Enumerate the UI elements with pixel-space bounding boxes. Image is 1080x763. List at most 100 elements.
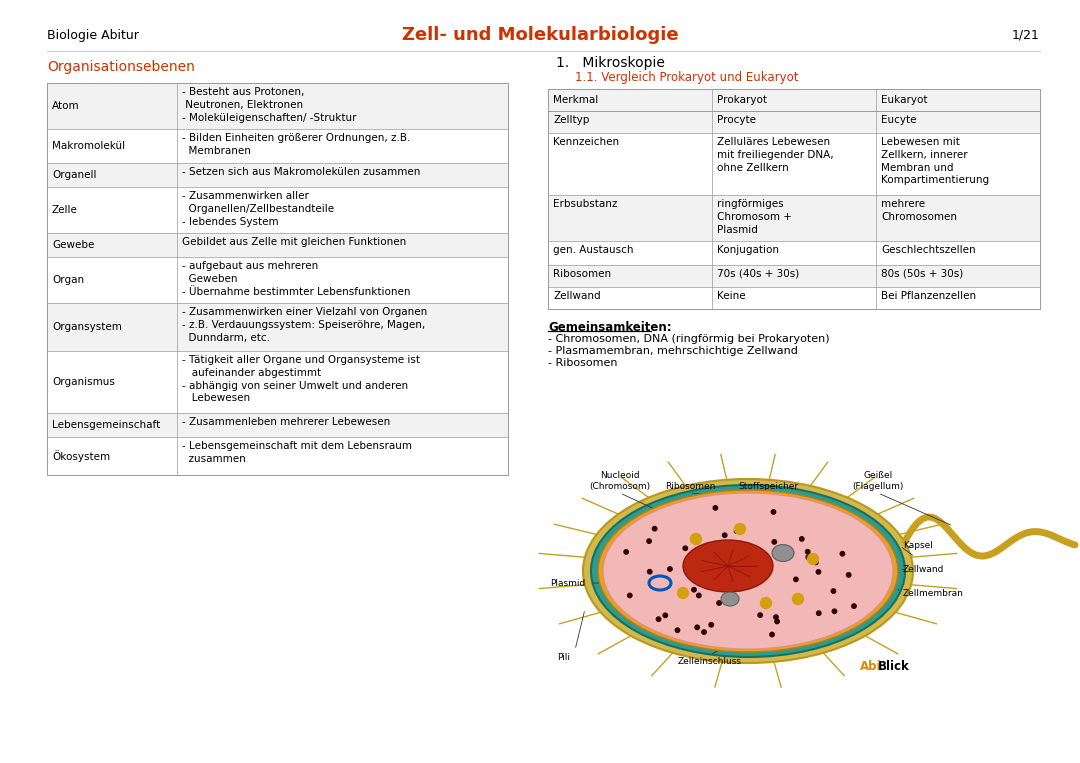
Text: Geißel
(Flagellum): Geißel (Flagellum) [852, 471, 904, 491]
Circle shape [771, 510, 775, 514]
Circle shape [734, 529, 739, 533]
Circle shape [657, 617, 661, 621]
Ellipse shape [772, 545, 794, 562]
Text: Zelltyp: Zelltyp [553, 115, 590, 125]
Text: Lebensgemeinschaft: Lebensgemeinschaft [52, 420, 160, 430]
Circle shape [806, 549, 810, 554]
Text: - Zusammenleben mehrerer Lebewesen: - Zusammenleben mehrerer Lebewesen [183, 417, 390, 427]
Text: Biologie Abitur: Biologie Abitur [48, 28, 139, 41]
Circle shape [708, 623, 714, 627]
Bar [48, 83, 508, 475]
Text: Blick: Blick [878, 661, 909, 674]
Bar [548, 89, 1040, 309]
Circle shape [624, 549, 629, 554]
Circle shape [799, 536, 804, 541]
Circle shape [816, 611, 821, 616]
Circle shape [813, 560, 818, 565]
Circle shape [770, 633, 774, 636]
Text: Makromolekül: Makromolekül [52, 141, 125, 151]
Circle shape [808, 553, 819, 565]
Bar [48, 303, 508, 351]
Circle shape [794, 577, 798, 581]
Circle shape [690, 533, 702, 545]
Text: Prokaryot: Prokaryot [717, 95, 767, 105]
Circle shape [697, 594, 701, 597]
Text: Bei Pflanzenzellen: Bei Pflanzenzellen [881, 291, 976, 301]
Ellipse shape [598, 490, 897, 652]
Circle shape [793, 594, 804, 604]
Circle shape [840, 552, 845, 556]
Text: Gewebe: Gewebe [52, 240, 94, 250]
Circle shape [647, 539, 651, 543]
Ellipse shape [603, 493, 893, 649]
Circle shape [773, 615, 779, 620]
Circle shape [760, 597, 771, 609]
Text: - Zusammenwirken aller
  Organellen/Zellbestandteile
- lebendes System: - Zusammenwirken aller Organellen/Zellbe… [183, 191, 334, 227]
Circle shape [852, 604, 856, 608]
Text: 70s (40s + 30s): 70s (40s + 30s) [717, 269, 799, 279]
Bar [48, 233, 508, 257]
Circle shape [734, 523, 745, 535]
Text: Geschlechtszellen: Geschlechtszellen [881, 245, 975, 255]
Text: Kapsel: Kapsel [903, 542, 933, 550]
Bar [548, 265, 1040, 287]
Bar [548, 195, 1040, 241]
Circle shape [816, 570, 821, 574]
Text: Ökosystem: Ökosystem [52, 450, 110, 462]
Bar [548, 111, 1040, 133]
Text: - Ribosomen: - Ribosomen [548, 358, 618, 368]
Circle shape [728, 598, 732, 603]
Bar [48, 83, 508, 129]
Text: Lebewesen mit
Zellkern, innerer
Membran und
Kompartimentierung: Lebewesen mit Zellkern, innerer Membran … [881, 137, 989, 185]
Circle shape [627, 594, 632, 597]
Text: 1.   Mikroskopie: 1. Mikroskopie [556, 56, 665, 70]
Bar [548, 241, 1040, 265]
Text: gen. Austausch: gen. Austausch [553, 245, 634, 255]
Text: Konjugation: Konjugation [717, 245, 779, 255]
Text: 1/21: 1/21 [1012, 28, 1040, 41]
Text: - Tätigkeit aller Organe und Organsysteme ist
   aufeinander abgestimmt
- abhäng: - Tätigkeit aller Organe und Organsystem… [183, 355, 420, 404]
Ellipse shape [583, 479, 913, 663]
Ellipse shape [721, 592, 739, 606]
Bar [548, 89, 1040, 111]
Text: Keine: Keine [717, 291, 745, 301]
Text: Ribosomen: Ribosomen [553, 269, 611, 279]
Text: Ribosomen: Ribosomen [665, 482, 715, 491]
Text: Erbsubstanz: Erbsubstanz [553, 199, 618, 209]
Text: Eukaryot: Eukaryot [881, 95, 928, 105]
Text: Pili: Pili [557, 653, 570, 662]
Circle shape [758, 613, 762, 617]
Text: Organell: Organell [52, 170, 96, 180]
Bar [48, 187, 508, 233]
Circle shape [663, 613, 667, 617]
Text: Plasmid: Plasmid [550, 578, 585, 588]
Text: 80s (50s + 30s): 80s (50s + 30s) [881, 269, 963, 279]
Bar [548, 133, 1040, 195]
Circle shape [717, 600, 721, 605]
Text: Procyte: Procyte [717, 115, 756, 125]
Text: - Setzen sich aus Makromolekülen zusammen: - Setzen sich aus Makromolekülen zusamme… [183, 167, 420, 177]
Circle shape [806, 555, 810, 559]
Circle shape [683, 546, 688, 550]
Bar [548, 287, 1040, 309]
Text: - Bilden Einheiten größerer Ordnungen, z.B.
  Membranen: - Bilden Einheiten größerer Ordnungen, z… [183, 133, 410, 156]
Circle shape [833, 609, 837, 613]
Circle shape [774, 620, 780, 623]
Text: - aufgebaut aus mehreren
  Geweben
- Übernahme bestimmter Lebensfunktionen: - aufgebaut aus mehreren Geweben - Übern… [183, 261, 410, 297]
Text: Abi: Abi [860, 661, 881, 674]
Text: Stoffspeicher: Stoffspeicher [738, 482, 798, 491]
Text: Kennzeichen: Kennzeichen [553, 137, 619, 147]
Circle shape [675, 628, 679, 633]
Ellipse shape [683, 540, 773, 592]
Circle shape [847, 573, 851, 577]
Circle shape [692, 588, 697, 592]
Bar [48, 351, 508, 413]
Text: Zellwand: Zellwand [553, 291, 600, 301]
Text: Organ: Organ [52, 275, 84, 285]
Text: Organsystem: Organsystem [52, 322, 122, 332]
Circle shape [652, 526, 657, 531]
Text: Eucyte: Eucyte [881, 115, 917, 125]
Bar [48, 413, 508, 437]
Bar [48, 257, 508, 303]
Bar [48, 437, 508, 475]
